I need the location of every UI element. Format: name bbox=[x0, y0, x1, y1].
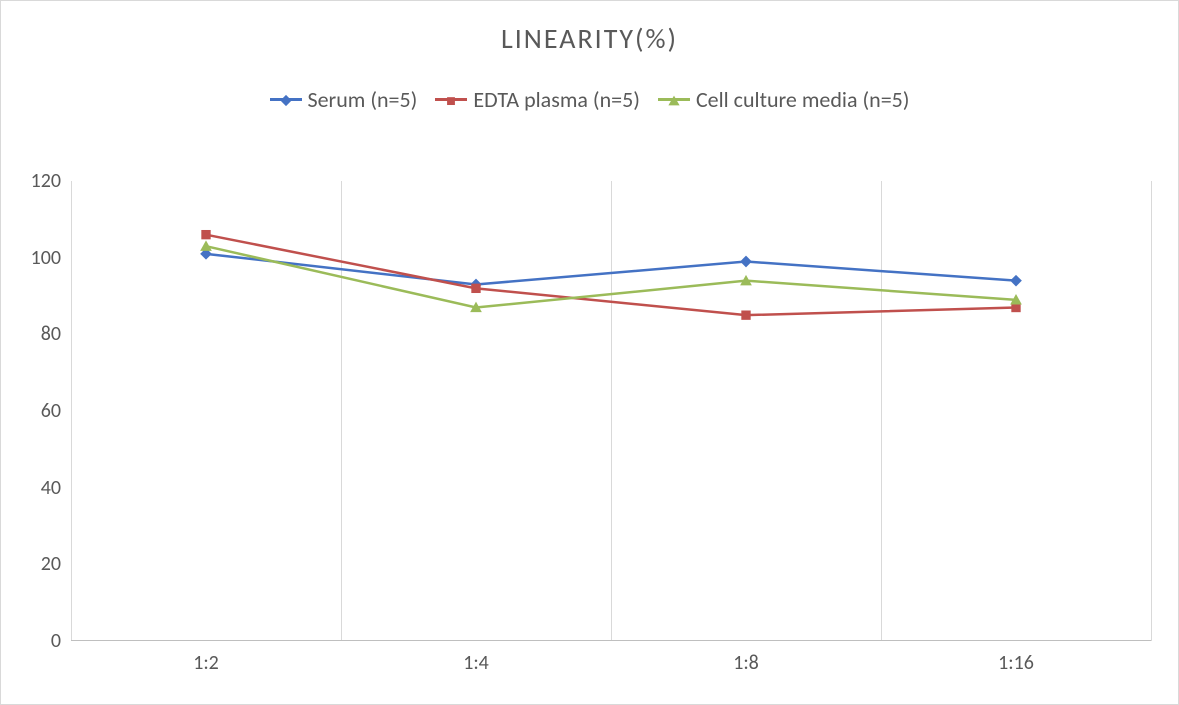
legend-marker-icon bbox=[446, 86, 457, 113]
x-tick-label: 1:16 bbox=[998, 641, 1034, 675]
x-tick-label: 1:2 bbox=[193, 641, 219, 675]
plot-area: 0204060801001201:21:41:81:16 bbox=[71, 181, 1151, 641]
data-marker bbox=[740, 256, 752, 268]
legend-line-icon bbox=[435, 98, 467, 101]
data-marker bbox=[201, 230, 210, 239]
gridline bbox=[1151, 181, 1152, 641]
chart-title: LINEARITY(%) bbox=[1, 1, 1178, 56]
series-svg bbox=[71, 181, 1151, 641]
legend-item: Cell culture media (n=5) bbox=[658, 86, 910, 113]
y-tick-label: 40 bbox=[41, 476, 71, 500]
legend-item: EDTA plasma (n=5) bbox=[435, 86, 640, 113]
legend-marker-icon bbox=[667, 86, 681, 113]
x-tick-label: 1:8 bbox=[733, 641, 759, 675]
legend-line-icon bbox=[270, 98, 302, 101]
legend-label: Cell culture media (n=5) bbox=[696, 86, 910, 113]
series-line bbox=[206, 246, 1016, 307]
y-tick-label: 60 bbox=[41, 399, 71, 423]
data-marker bbox=[1010, 275, 1022, 287]
data-marker bbox=[471, 284, 480, 293]
data-marker bbox=[200, 240, 212, 251]
y-tick-label: 100 bbox=[31, 246, 71, 270]
y-tick-label: 120 bbox=[31, 169, 71, 193]
legend-marker-icon bbox=[279, 86, 293, 113]
y-tick-label: 80 bbox=[41, 322, 71, 346]
linearity-chart: LINEARITY(%) Serum (n=5) EDTA plasma (n=5… bbox=[0, 0, 1179, 705]
legend-label: Serum (n=5) bbox=[308, 86, 418, 113]
legend-item: Serum (n=5) bbox=[270, 86, 418, 113]
y-tick-label: 20 bbox=[41, 552, 71, 576]
legend-label: EDTA plasma (n=5) bbox=[473, 86, 640, 113]
legend-line-icon bbox=[658, 98, 690, 101]
y-tick-label: 0 bbox=[51, 629, 71, 653]
x-tick-label: 1:4 bbox=[463, 641, 489, 675]
data-marker bbox=[741, 310, 750, 319]
chart-legend: Serum (n=5) EDTA plasma (n=5) Cell culture… bbox=[1, 86, 1178, 113]
